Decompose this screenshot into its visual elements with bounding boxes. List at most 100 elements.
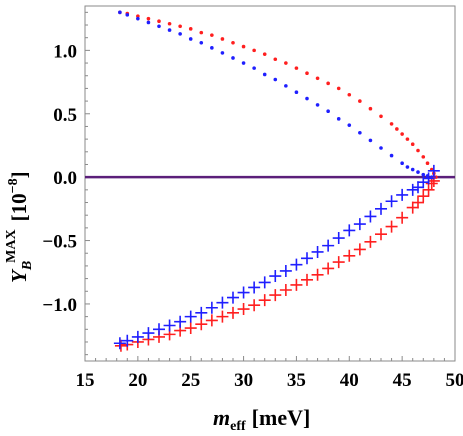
- data-point: [406, 201, 419, 214]
- data-point: [216, 296, 229, 309]
- y-tick-label: −1.0: [42, 295, 77, 316]
- data-point: [199, 40, 204, 45]
- y-axis-title-superscript: MAX: [4, 229, 19, 262]
- data-point: [422, 183, 435, 196]
- data-point: [347, 123, 352, 127]
- data-point: [343, 224, 356, 237]
- data-point: [301, 252, 313, 265]
- data-point: [326, 109, 330, 114]
- data-point: [262, 52, 267, 56]
- data-point: [396, 211, 409, 224]
- data-point: [273, 57, 278, 62]
- data-point: [406, 183, 419, 196]
- data-point: [227, 291, 239, 304]
- data-point: [315, 76, 320, 81]
- data-point: [248, 281, 261, 294]
- data-point: [205, 301, 218, 314]
- data-point: [311, 245, 324, 258]
- series-2: [118, 10, 436, 179]
- data-point: [425, 161, 430, 166]
- data-point: [231, 56, 235, 60]
- y-tick-label: 1.0: [53, 41, 77, 62]
- data-point: [237, 303, 250, 316]
- data-point: [125, 13, 130, 17]
- x-axis-title-main: m: [213, 405, 230, 430]
- data-point: [358, 99, 362, 103]
- data-point: [205, 314, 218, 327]
- data-point: [332, 256, 345, 269]
- data-point: [195, 318, 208, 331]
- y-tick-label: 0.5: [53, 105, 77, 126]
- data-point: [279, 284, 292, 296]
- y-axis-title-unit-exponent: −8: [6, 178, 21, 193]
- data-point: [231, 40, 235, 45]
- data-point: [315, 103, 320, 107]
- x-tick-label: 30: [234, 370, 253, 391]
- data-point: [385, 220, 398, 233]
- data-point: [284, 84, 288, 88]
- y-tick-label: −0.5: [42, 232, 77, 253]
- data-point: [136, 16, 140, 21]
- data-point: [422, 172, 435, 185]
- data-point: [114, 339, 127, 352]
- data-point: [326, 81, 330, 86]
- data-point: [336, 86, 341, 91]
- x-tick-label: 45: [393, 370, 412, 391]
- data-point: [241, 44, 246, 49]
- data-point: [336, 117, 341, 121]
- data-point: [405, 137, 410, 141]
- y-axis-title-unit-close: ]: [7, 171, 31, 178]
- data-point: [269, 289, 282, 302]
- data-point: [353, 243, 366, 256]
- data-point: [353, 218, 366, 231]
- y-axis-title-main: Y: [7, 268, 31, 283]
- data-point: [305, 96, 309, 101]
- data-point: [153, 323, 165, 336]
- series-3: [114, 174, 440, 352]
- data-point: [118, 10, 122, 15]
- y-tick-label: 0.0: [53, 168, 77, 189]
- y-axis-title-unit: [10: [7, 193, 31, 221]
- data-point: [332, 232, 345, 245]
- data-point: [258, 294, 271, 307]
- data-point: [294, 90, 299, 95]
- data-point: [178, 24, 182, 29]
- data-point: [174, 315, 187, 328]
- data-point: [237, 286, 250, 299]
- data-point: [195, 306, 208, 319]
- data-point: [410, 167, 415, 172]
- data-point: [184, 322, 197, 335]
- data-point: [210, 33, 214, 37]
- data-point: [379, 146, 383, 150]
- x-axis-title-subscript: eff: [230, 419, 246, 434]
- data-point: [416, 148, 420, 153]
- data-point: [375, 202, 387, 215]
- data-point: [210, 46, 214, 50]
- plot-frame: [84, 5, 456, 362]
- data-point: [358, 130, 362, 135]
- data-point: [421, 172, 426, 177]
- data-point: [425, 177, 438, 190]
- data-point: [412, 181, 424, 194]
- data-point: [322, 239, 335, 252]
- data-point: [389, 122, 394, 126]
- x-tick-label: 40: [340, 370, 359, 391]
- data-point: [368, 106, 373, 111]
- series-4: [113, 164, 440, 350]
- data-point: [188, 37, 193, 41]
- series-1: [118, 10, 438, 179]
- data-point: [364, 210, 377, 223]
- data-point: [343, 249, 356, 262]
- data-point: [184, 310, 197, 323]
- x-tick-label: 35: [287, 370, 306, 391]
- x-tick-label: 25: [181, 370, 200, 391]
- data-point: [188, 27, 193, 31]
- data-point: [410, 142, 415, 146]
- data-point: [136, 14, 140, 18]
- data-point: [258, 276, 271, 289]
- data-point: [227, 306, 239, 319]
- data-series-group: [113, 10, 440, 352]
- data-point: [379, 114, 383, 119]
- data-point: [305, 71, 309, 75]
